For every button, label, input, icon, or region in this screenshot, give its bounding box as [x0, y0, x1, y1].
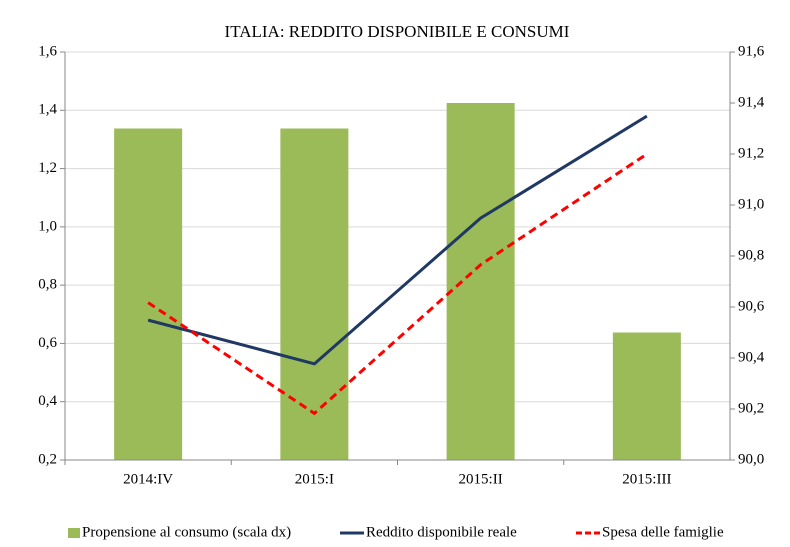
bar: [114, 128, 183, 460]
y2-tick-label: 90,0: [738, 451, 764, 467]
x-tick-label: 2015:I: [295, 471, 334, 487]
y2-tick-label: 91,6: [738, 43, 765, 59]
line: [147, 114, 648, 366]
y-tick-label: 0,8: [38, 277, 57, 293]
legend-label: Spesa delle famiglie: [602, 524, 724, 540]
y-tick-label: 0,2: [38, 451, 57, 467]
y-tick-label: 1,4: [38, 102, 57, 118]
y2-tick-label: 91,2: [738, 145, 764, 161]
y2-tick-label: 90,6: [738, 298, 765, 314]
y-tick-label: 1,0: [38, 218, 57, 234]
bar: [280, 128, 349, 460]
y-tick-label: 1,2: [38, 160, 57, 176]
y2-tick-label: 91,4: [738, 94, 765, 110]
x-tick-label: 2015:II: [459, 471, 503, 487]
y2-tick-label: 91,0: [738, 196, 764, 212]
legend-label: Reddito disponibile reale: [366, 524, 517, 540]
line: [147, 152, 648, 416]
y2-tick-label: 90,8: [738, 247, 764, 263]
bar: [612, 332, 681, 460]
y-tick-label: 0,6: [38, 335, 57, 351]
x-tick-label: 2014:IV: [123, 471, 173, 487]
y2-tick-label: 90,2: [738, 400, 764, 416]
x-tick-label: 2015:III: [622, 471, 671, 487]
y2-tick-label: 90,4: [738, 349, 765, 365]
y-tick-label: 1,6: [38, 43, 57, 59]
legend-label: Propensione al consumo (scala dx): [82, 524, 291, 540]
chart-title: ITALIA: REDDITO DISPONIBILE E CONSUMI: [225, 22, 570, 41]
y-tick-label: 0,4: [38, 393, 57, 409]
bar: [446, 103, 515, 460]
legend-swatch: [68, 528, 80, 538]
